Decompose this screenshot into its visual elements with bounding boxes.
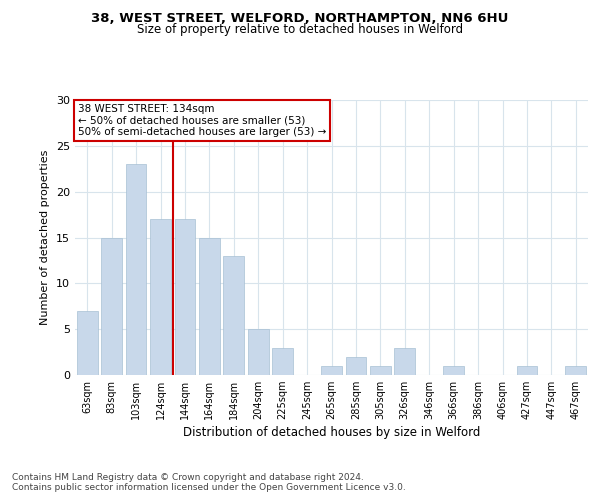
Bar — [150, 219, 171, 375]
Bar — [517, 366, 538, 375]
Text: Contains HM Land Registry data © Crown copyright and database right 2024.: Contains HM Land Registry data © Crown c… — [12, 472, 364, 482]
Y-axis label: Number of detached properties: Number of detached properties — [40, 150, 50, 325]
Text: 38, WEST STREET, WELFORD, NORTHAMPTON, NN6 6HU: 38, WEST STREET, WELFORD, NORTHAMPTON, N… — [91, 12, 509, 26]
Text: 38 WEST STREET: 134sqm
← 50% of detached houses are smaller (53)
50% of semi-det: 38 WEST STREET: 134sqm ← 50% of detached… — [77, 104, 326, 138]
Bar — [321, 366, 342, 375]
X-axis label: Distribution of detached houses by size in Welford: Distribution of detached houses by size … — [183, 426, 480, 440]
Bar — [565, 366, 586, 375]
Bar — [77, 311, 98, 375]
Text: Size of property relative to detached houses in Welford: Size of property relative to detached ho… — [137, 22, 463, 36]
Bar — [125, 164, 146, 375]
Bar — [248, 329, 269, 375]
Bar — [346, 356, 367, 375]
Text: Contains public sector information licensed under the Open Government Licence v3: Contains public sector information licen… — [12, 484, 406, 492]
Bar — [394, 348, 415, 375]
Bar — [199, 238, 220, 375]
Bar — [175, 219, 196, 375]
Bar — [223, 256, 244, 375]
Bar — [370, 366, 391, 375]
Bar — [443, 366, 464, 375]
Bar — [101, 238, 122, 375]
Bar — [272, 348, 293, 375]
